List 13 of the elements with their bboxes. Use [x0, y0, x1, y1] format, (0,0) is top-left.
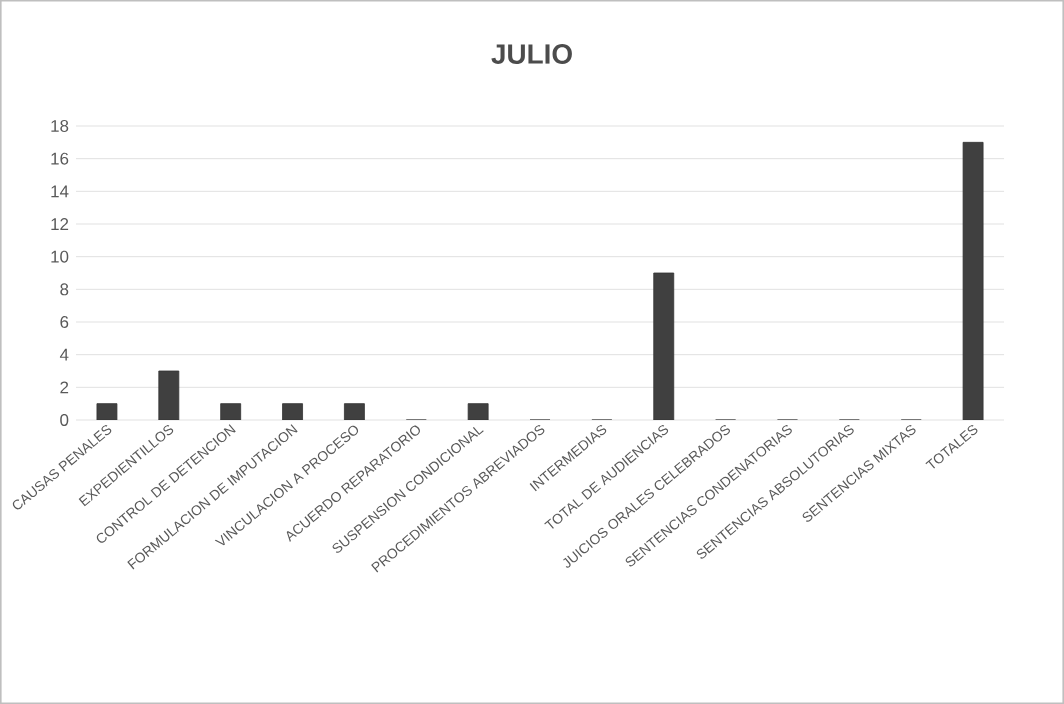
y-tick-label: 8 — [60, 283, 69, 296]
y-tick-label: 16 — [51, 152, 69, 165]
y-tick-label: 18 — [51, 120, 69, 132]
y-tick-label: 6 — [60, 316, 69, 328]
y-tick-label: 10 — [51, 250, 69, 263]
bar — [653, 272, 675, 420]
y-tick-label: 14 — [51, 185, 69, 198]
chart-title: JULIO — [491, 44, 572, 64]
y-tick-label: 2 — [60, 381, 69, 394]
bar — [158, 370, 180, 420]
y-tick-label: 0 — [60, 414, 69, 426]
y-tick-label: 12 — [51, 218, 69, 230]
y-tick-label: 4 — [59, 348, 69, 361]
